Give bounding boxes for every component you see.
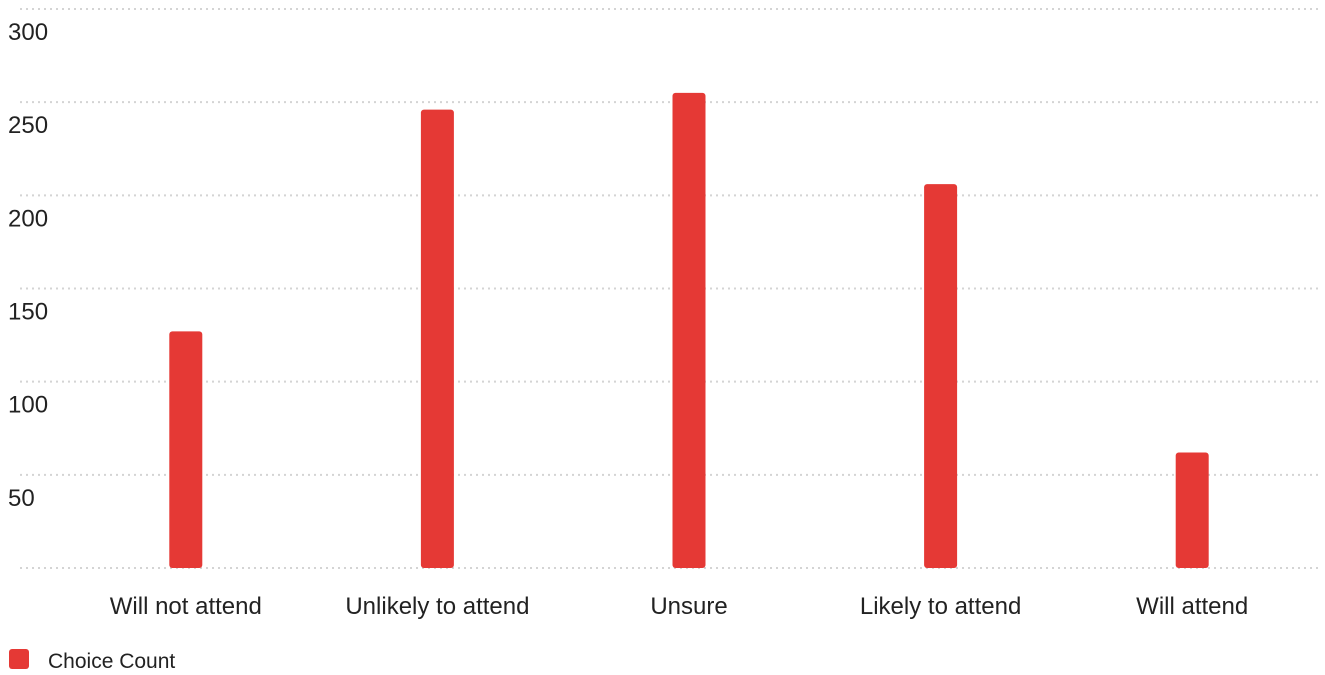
bar-likely-to-attend[interactable] bbox=[924, 184, 958, 569]
y-tick-label-150: 150 bbox=[8, 299, 48, 326]
y-tick-label-50: 50 bbox=[8, 485, 35, 512]
bar-will-attend[interactable] bbox=[1175, 452, 1209, 568]
x-axis-labels: Will not attend Unlikely to attend Unsure L… bbox=[110, 593, 1248, 620]
bar-unsure[interactable] bbox=[672, 92, 706, 568]
y-axis-ticks: 50 100 150 200 250 300 bbox=[8, 19, 48, 512]
bar-will-not-attend[interactable] bbox=[169, 331, 203, 568]
y-tick-label-300: 300 bbox=[8, 19, 48, 46]
bar-unlikely-to-attend[interactable] bbox=[420, 109, 454, 569]
x-category-label-unlikely-to-attend: Unlikely to attend bbox=[345, 593, 529, 620]
y-tick-label-200: 200 bbox=[8, 205, 48, 232]
x-category-label-unsure: Unsure bbox=[650, 593, 727, 620]
legend-label-choice-count[interactable]: Choice Count bbox=[48, 650, 175, 673]
bars bbox=[169, 92, 1209, 569]
x-category-label-will-attend: Will attend bbox=[1136, 593, 1248, 620]
x-category-label-likely-to-attend: Likely to attend bbox=[860, 593, 1021, 620]
legend-swatch-choice-count[interactable] bbox=[9, 649, 29, 669]
legend[interactable]: Choice Count bbox=[9, 649, 175, 673]
y-tick-label-250: 250 bbox=[8, 112, 48, 139]
x-category-label-will-not-attend: Will not attend bbox=[110, 593, 262, 620]
gridlines bbox=[20, 8, 1318, 569]
y-tick-label-100: 100 bbox=[8, 392, 48, 419]
